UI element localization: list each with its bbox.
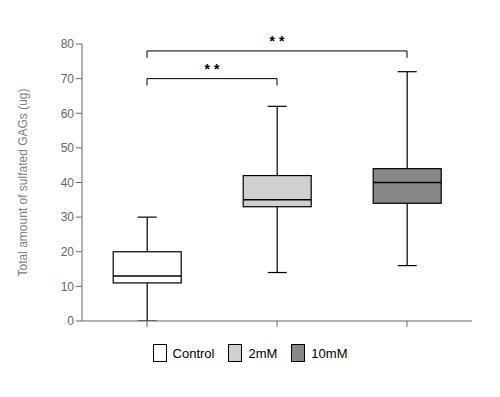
svg-text:70: 70 <box>61 72 75 86</box>
svg-text:50: 50 <box>61 141 75 155</box>
html-text:2mM: 2mM <box>248 345 278 361</box>
svg-text:20: 20 <box>61 245 75 259</box>
svg-text:40: 40 <box>61 176 75 190</box>
svg-text:* *: * * <box>270 33 285 49</box>
svg-text:30: 30 <box>61 210 75 224</box>
html-text:10mM: 10mM <box>311 345 348 361</box>
svg-text:Total amount of sulfated GAGs: Total amount of sulfated GAGs (ug) <box>16 88 30 276</box>
html-text:Control: Control <box>172 345 215 361</box>
svg-text:10: 10 <box>61 280 75 294</box>
svg-text:* *: * * <box>205 61 220 77</box>
svg-text:80: 80 <box>61 37 75 51</box>
svg-text:60: 60 <box>61 107 75 121</box>
svg-text:0: 0 <box>67 314 74 328</box>
